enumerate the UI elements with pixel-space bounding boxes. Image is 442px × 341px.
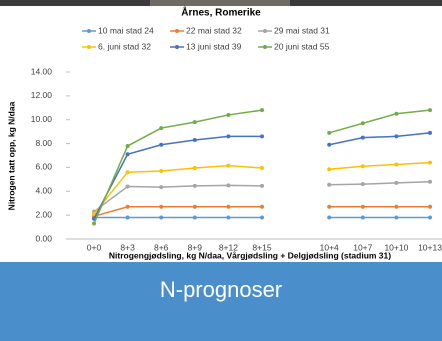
y-tick-label: 6.00 — [35, 162, 52, 172]
screen: Årnes, Romerike Nitrogen tatt opp, kg N/… — [0, 0, 442, 341]
legend-label: 13 juni stad 39 — [186, 41, 242, 51]
y-axis-label: Nitrogen tatt opp, kg N/daa — [6, 101, 16, 210]
point — [159, 185, 163, 189]
point — [327, 131, 331, 135]
x-tick-label: 8+9 — [188, 242, 203, 252]
x-tick-label: 10+7 — [353, 242, 372, 252]
point — [327, 167, 331, 171]
point — [327, 183, 331, 187]
x-tick-label: 0+0 — [87, 242, 102, 252]
point — [260, 216, 264, 220]
point — [126, 185, 130, 189]
y-tick-label: 12.00 — [31, 90, 53, 100]
point — [193, 216, 197, 220]
point — [226, 216, 230, 220]
point — [394, 181, 398, 185]
point — [193, 138, 197, 142]
y-tick-label: 2.00 — [35, 209, 52, 219]
point — [394, 112, 398, 116]
point — [260, 205, 264, 209]
x-tick-label: 8+12 — [219, 242, 238, 252]
point — [327, 143, 331, 147]
y-tick-label: 14.00 — [31, 66, 53, 76]
legend-marker — [175, 29, 179, 33]
chart-title: Årnes, Romerike — [181, 6, 261, 19]
point — [159, 216, 163, 220]
point — [193, 205, 197, 209]
legend-marker — [87, 29, 91, 33]
legend-label: 10 mai stad 24 — [98, 25, 154, 35]
point — [361, 164, 365, 168]
point — [193, 166, 197, 170]
point — [226, 205, 230, 209]
point — [428, 205, 432, 209]
point — [428, 108, 432, 112]
point — [394, 216, 398, 220]
point — [159, 169, 163, 173]
point — [159, 143, 163, 147]
point — [394, 205, 398, 209]
point — [126, 216, 130, 220]
legend-label: 20 juni stad 55 — [274, 41, 330, 51]
y-tick-label: 10.00 — [31, 114, 53, 124]
point — [327, 216, 331, 220]
point — [159, 126, 163, 130]
point — [226, 183, 230, 187]
legend-marker — [263, 45, 267, 49]
point — [394, 134, 398, 138]
point — [92, 221, 96, 225]
point — [226, 134, 230, 138]
legend-label: 22 mai stad 32 — [186, 25, 242, 35]
x-tick-label: 10+10 — [384, 242, 408, 252]
point — [361, 182, 365, 186]
photo-detail — [150, 0, 290, 6]
point — [126, 144, 130, 148]
point — [260, 184, 264, 188]
point — [428, 131, 432, 135]
x-tick-label: 10+13 — [418, 242, 442, 252]
chart-background — [0, 0, 442, 262]
point — [126, 170, 130, 174]
point — [226, 164, 230, 168]
point — [260, 166, 264, 170]
legend-label: 6. juni stad 32 — [98, 41, 151, 51]
legend-marker — [263, 29, 267, 33]
point — [159, 205, 163, 209]
x-tick-label: 8+6 — [154, 242, 169, 252]
point — [327, 205, 331, 209]
point — [260, 108, 264, 112]
y-tick-label: 4.00 — [35, 186, 52, 196]
point — [193, 184, 197, 188]
y-tick-label: 0.00 — [35, 233, 52, 243]
point — [428, 180, 432, 184]
legend-marker — [175, 45, 179, 49]
x-tick-label: 8+15 — [252, 242, 271, 252]
point — [361, 136, 365, 140]
banner-text[interactable]: N-prognoser — [160, 277, 282, 302]
point — [428, 216, 432, 220]
point — [361, 205, 365, 209]
point — [226, 113, 230, 117]
point — [394, 162, 398, 166]
point — [361, 121, 365, 125]
x-axis-label: Nitrogengjødsling, kg N/daa, Vårgjødslin… — [109, 250, 391, 260]
legend-marker — [87, 45, 91, 49]
point — [126, 152, 130, 156]
point — [428, 161, 432, 165]
legend-label: 29 mai stad 31 — [274, 25, 330, 35]
x-tick-label: 10+4 — [320, 242, 339, 252]
y-tick-label: 8.00 — [35, 138, 52, 148]
point — [361, 216, 365, 220]
point — [126, 205, 130, 209]
point — [193, 120, 197, 124]
x-tick-label: 8+3 — [120, 242, 135, 252]
point — [260, 134, 264, 138]
